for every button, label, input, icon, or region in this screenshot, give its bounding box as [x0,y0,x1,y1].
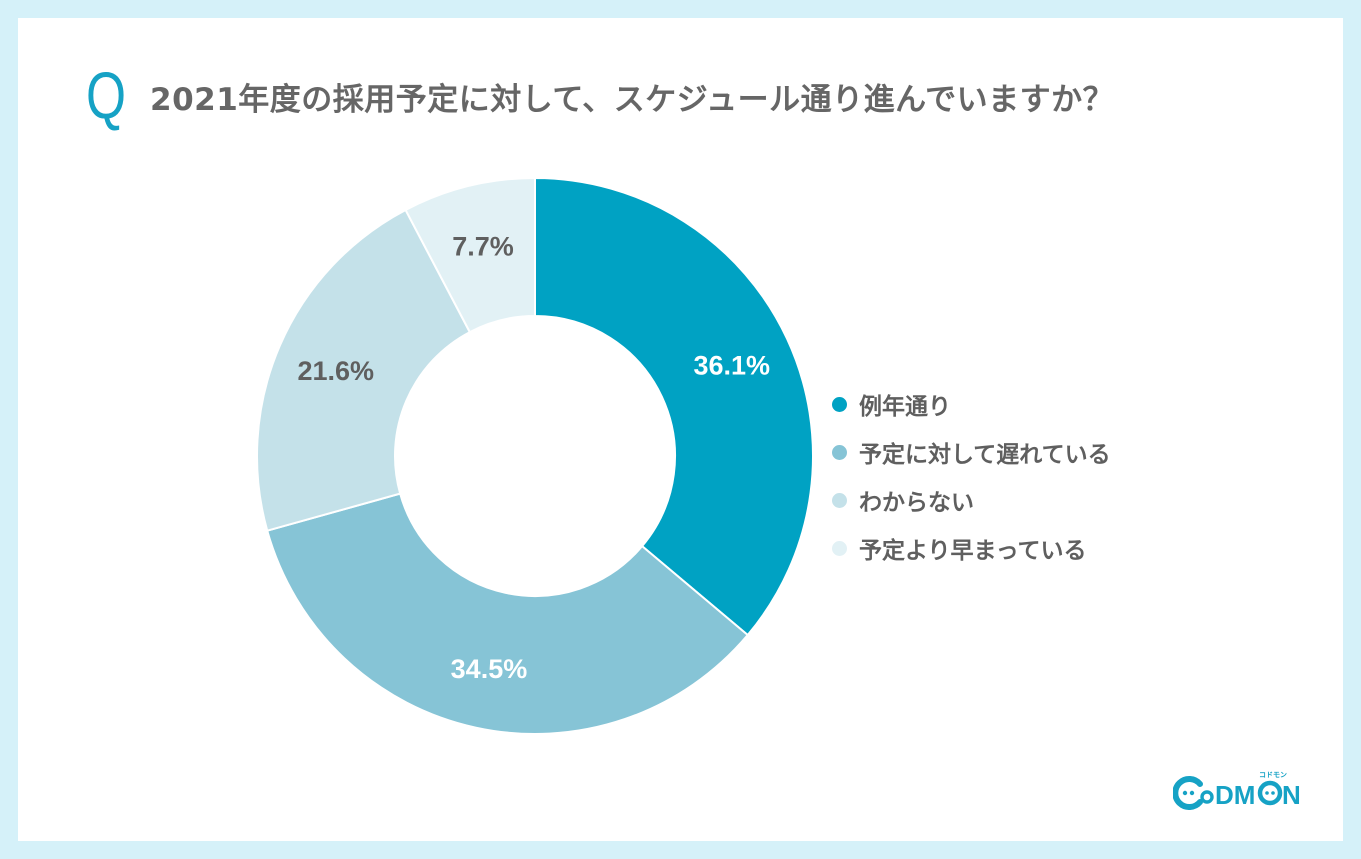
slice-value-label: 7.7% [452,231,514,261]
donut-slices [256,176,814,735]
slice-usual [534,176,814,637]
slice-value-label: 36.1% [693,350,770,380]
logo-kana: コドモン [1259,771,1287,779]
slice-delayed [265,492,750,735]
slice-value-label: 21.6% [297,356,374,386]
legend-item-unknown: わからない [832,476,1111,524]
slice-unknown [256,208,472,532]
legend-label: 予定より早まっている [859,538,1087,564]
legend-item-ahead: 予定より早まっている [832,524,1111,572]
slice-value-label: 34.5% [451,654,528,684]
legend-dot-icon [832,444,847,460]
legend-dot-icon [832,396,847,412]
question-title: 2021年度の採用予定に対して、スケジュール通り進んでいますか？ [150,82,1115,118]
legend-dot-icon [832,492,847,508]
legend-item-usual: 例年通り [832,380,1111,428]
legend-label: 例年通り [859,394,951,420]
slice-ahead [404,176,536,334]
donut-slice-labels: 36.1% 34.5% 21.6% 7.7% [297,231,770,684]
codmon-logo: DM N コドモン [1173,771,1301,810]
legend-label: 予定に対して遅れている [859,442,1111,468]
logo-text-n: N [1282,780,1301,810]
chart-legend: 例年通り 予定に対して遅れている わからない 予定より早まっている [832,380,1111,572]
legend-label: わからない [859,490,974,516]
legend-item-delayed: 予定に対して遅れている [832,428,1111,476]
legend-dot-icon [832,540,847,556]
logo-text-dm: DM [1215,780,1255,810]
question-mark-icon: Q [86,58,127,132]
